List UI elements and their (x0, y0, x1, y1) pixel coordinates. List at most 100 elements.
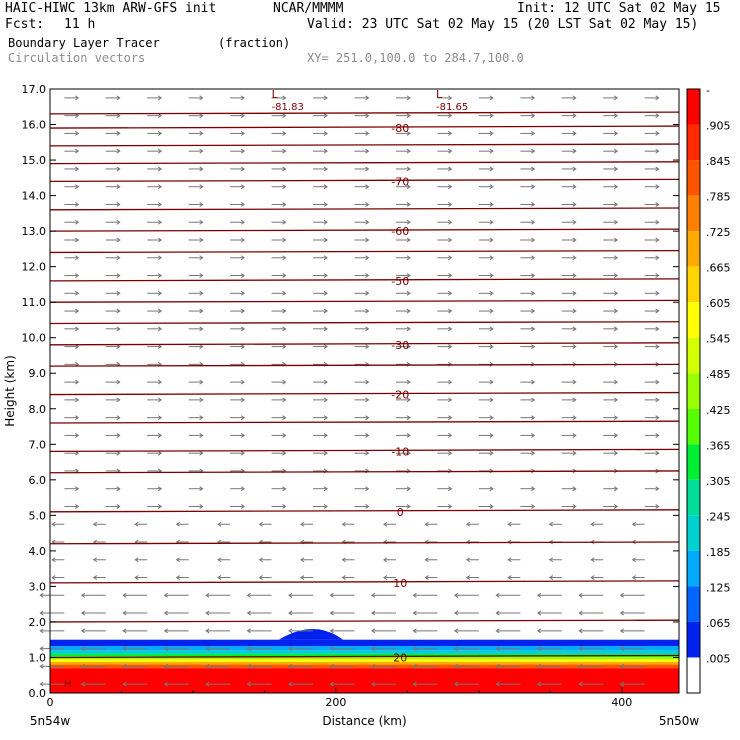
wind-vector-head (412, 663, 417, 669)
isotherm-line (49, 654, 680, 659)
wind-vector-head (80, 610, 86, 616)
wind-vector-head (365, 130, 370, 136)
wind-vector-head (116, 344, 121, 350)
tracer-band (50, 656, 679, 660)
wind-vector-head (282, 130, 287, 136)
wind-vector-head (323, 379, 328, 385)
wind-vector-head (157, 379, 163, 385)
wind-vector-head (199, 184, 204, 190)
wind-vector-head (323, 148, 328, 154)
wind-vector-head (282, 432, 287, 438)
wind-vector-head (578, 681, 583, 687)
wind-vector-head (412, 610, 417, 616)
wind-vector-head (122, 592, 127, 598)
wind-vector-head (489, 95, 494, 101)
y-tick-label: 3.0 (29, 580, 47, 593)
wind-vector-head (572, 326, 577, 332)
wind-vector-head (240, 504, 246, 509)
field-units: (fraction) (218, 36, 291, 50)
wind-vector-head (531, 290, 536, 296)
colorbar-swatch (687, 373, 700, 409)
wind-vector-head (406, 415, 411, 421)
wind-vector-head (371, 646, 376, 652)
wind-vector-head (240, 113, 246, 119)
y-tick-label: 0.0 (29, 687, 47, 700)
wind-vector-head (453, 646, 459, 652)
wind-vector-head (282, 379, 287, 385)
wind-vector-head (240, 344, 246, 350)
wind-vector-head (655, 344, 660, 350)
wind-vector-head (199, 326, 204, 332)
wind-vector-head (80, 646, 86, 652)
isotherm-line (49, 391, 680, 396)
wind-vector-head (655, 184, 660, 190)
wind-vector-head (655, 202, 660, 207)
wind-vector-head (548, 557, 554, 563)
wind-vector-head (365, 184, 370, 190)
wind-vector-head (448, 432, 453, 438)
wind-vector-head (199, 450, 204, 456)
wind-vector-head (75, 486, 80, 492)
wind-vector-head (489, 202, 494, 207)
wind-vector-head (383, 557, 388, 563)
wind-vector-head (613, 148, 619, 154)
wind-vector-head (572, 432, 577, 438)
wind-vector-head (288, 610, 293, 616)
high-marker: H (64, 679, 72, 690)
wind-vector-head (323, 415, 328, 421)
isotherm-line (49, 448, 680, 453)
wind-vector-head (134, 557, 139, 563)
right-endpoint-label: 5n50w (659, 714, 700, 728)
tracer-band (50, 668, 679, 693)
wind-vector-head (453, 610, 459, 616)
x-tick-label: 0 (47, 696, 54, 709)
wind-vector-head (365, 450, 370, 456)
wind-vector-head (613, 95, 619, 101)
wind-vector-head (199, 113, 204, 119)
y-tick-label: 10.0 (22, 332, 47, 345)
wind-vector-head (590, 557, 595, 563)
wind-vector-head (288, 628, 293, 634)
wind-vector-head (531, 504, 536, 509)
y-tick-label: 11.0 (22, 296, 47, 309)
wind-vector-head (495, 628, 500, 634)
wind-vector-head (536, 681, 542, 687)
wind-vector-head (489, 166, 494, 172)
wind-vector-head (453, 681, 459, 687)
wind-vector-head (199, 290, 204, 296)
wind-vector-head (655, 148, 660, 154)
wind-vector-head (619, 628, 624, 634)
wind-vector-head (536, 646, 542, 652)
wind-vector-head (300, 575, 305, 580)
colorbar-label: .725 (706, 226, 731, 239)
wind-vector-head (199, 273, 204, 278)
isotherm-line (49, 125, 680, 129)
wind-vector-head (531, 450, 536, 456)
wind-vector-head (365, 237, 370, 243)
vectors-label: Circulation vectors (8, 51, 146, 65)
wind-vector-head (240, 95, 246, 101)
wind-vector-head (406, 273, 411, 278)
wind-vector-head (531, 202, 536, 207)
wind-vector-head (365, 379, 370, 385)
wind-vector-head (531, 219, 536, 225)
wind-vector-head (531, 308, 536, 314)
wind-vector-head (448, 184, 453, 190)
wind-vector-head (489, 273, 494, 278)
wind-vector-head (465, 557, 471, 563)
isotherm-label: -80 (391, 122, 409, 135)
wind-vector-head (282, 344, 287, 350)
wind-vector-head (448, 344, 453, 350)
wind-vector-head (116, 219, 121, 225)
isotherm-line (49, 278, 680, 282)
wind-vector-head (613, 184, 619, 190)
wind-vector-head (80, 592, 86, 598)
wind-vector-head (489, 184, 494, 190)
colorbar-label: .605 (706, 297, 731, 310)
wind-vector-head (489, 255, 494, 261)
wind-vector-head (590, 575, 595, 580)
y-tick-label: 5.0 (29, 509, 47, 522)
colorbar-swatch (687, 515, 700, 551)
wind-vector-head (448, 486, 453, 492)
wind-vector-head (406, 308, 411, 314)
